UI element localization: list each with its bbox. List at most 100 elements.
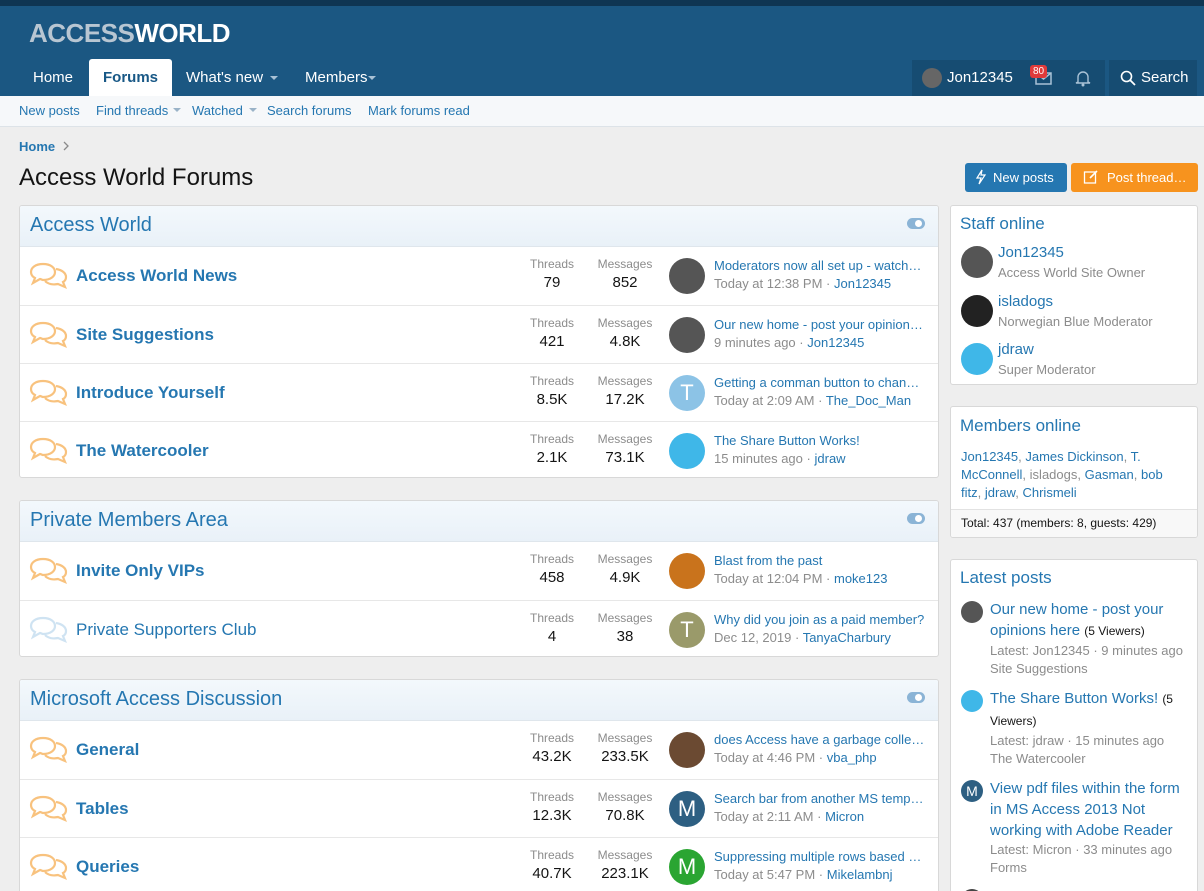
member-link[interactable]: jdraw [984,485,1016,500]
block-title: Staff online [960,214,1045,233]
forum-icon [29,321,68,349]
subnav-link[interactable]: Mark forums read [368,103,470,118]
nav-tab[interactable] [89,59,172,96]
last-post-title[interactable]: Why did you join as a paid member? [714,612,925,627]
search-area[interactable] [1109,60,1197,96]
latest-post-forum[interactable]: Forms [990,860,1027,875]
nav-tab-label: Members [305,69,368,86]
subnav-link[interactable]: Find threads [96,103,169,118]
search-icon [1120,70,1136,86]
latest-post-title[interactable]: Hiatus [990,889,1033,891]
separator: · [826,276,831,291]
user-link[interactable]: Jon12345 [947,69,1013,86]
forum-name[interactable]: Introduce Yourself [76,383,225,402]
separator: · [799,335,804,350]
member-link[interactable]: T. McConnell [961,449,1141,482]
last-post-user[interactable]: Micron [825,809,865,824]
edit-icon [1083,170,1098,184]
post-thread-button[interactable] [1071,163,1198,192]
last-post-title[interactable]: Suppressing multiple rows based … [714,849,922,864]
forum-name[interactable]: Queries [76,857,140,876]
last-post-meta: Today at 2:11 AM · Micron [714,809,932,824]
forum-row: Invite Only VIPs Threads 458 Messages 4.9K Bl… [20,542,938,600]
last-post-title[interactable]: Blast from the past [714,553,823,568]
category-title[interactable]: Access World [30,214,152,236]
last-post-title[interactable]: Our new home - post your opinion… [714,317,923,332]
button-label: Post thread… [1107,170,1187,185]
last-post-user[interactable]: moke123 [834,571,888,586]
messages-count: 4.9K [609,569,641,586]
last-post-title[interactable]: The Share Button Works! [714,433,860,448]
forum-row: Site Suggestions Threads 421 Messages 4.8K Ou… [20,305,938,363]
member-link[interactable]: isladogs [1029,467,1078,482]
subnav-link[interactable]: Search forums [267,103,352,118]
staff-role: Super Moderator [998,362,1096,377]
separator: · [818,750,824,765]
last-post-user[interactable]: Mikelambnj [826,867,893,882]
forum-name[interactable]: Private Supporters Club [76,620,257,639]
bell-icon[interactable] [1074,69,1092,87]
page-title: Access World Forums [19,164,254,191]
subnav-link[interactable]: New posts [19,103,80,118]
avatar [669,258,705,294]
last-post-title[interactable]: does Access have a garbage colle… [714,732,925,747]
latest-post-meta: Latest: Micron · 33 minutes ago [990,842,1173,857]
new-posts-button[interactable] [965,163,1067,192]
last-post-user[interactable]: Jon12345 [834,276,892,291]
dropdown-caret [270,76,278,80]
threads-count: 79 [543,274,561,291]
last-post-title[interactable]: Moderators now all set up - watch… [714,258,922,273]
avatar [961,889,983,891]
latest-post-title[interactable]: View pdf files within the form in MS Acc… [990,780,1180,839]
category-block: Access World Access World News Threads 79 Me… [19,205,939,478]
threads-count: 421 [539,333,565,350]
member-link[interactable]: Gasman [1084,467,1134,482]
latest-post-forum[interactable]: Site Suggestions [990,661,1088,676]
threads-label: Threads [529,374,575,388]
forum-name[interactable]: Invite Only VIPs [76,561,205,580]
forum-icon [29,437,68,465]
comma: , [1077,467,1081,482]
member-link[interactable]: bob fitz [961,467,1163,500]
logo[interactable]: ACCESSWORLD [29,18,231,49]
staff-name[interactable]: jdraw [998,341,1034,358]
search-link[interactable]: Search [1141,69,1189,86]
member-link[interactable]: Jon12345 [961,449,1019,464]
last-post-title[interactable]: Getting a comman button to chan… [714,375,920,390]
last-post-user[interactable]: TanyaCharbury [802,630,891,645]
forum-name[interactable]: General [76,740,140,759]
avatar: T [669,612,705,648]
latest-post-title[interactable]: Our new home - post your opinions here [990,601,1164,639]
avatar [961,690,983,712]
category-title[interactable]: Private Members Area [30,509,228,531]
latest-post-title[interactable]: The Share Button Works! [990,690,1159,707]
messages-label: Messages [597,374,653,388]
messages-label: Messages [597,257,653,271]
breadcrumb[interactable]: Home [19,139,56,154]
staff-name[interactable]: isladogs [998,292,1054,310]
avatar [669,433,705,469]
latest-post: The Share Button Works! (5 Viewers) Lates… [951,688,1197,778]
forum-name[interactable]: Tables [76,799,129,818]
forum-name[interactable]: Site Suggestions [76,325,214,344]
category-block: Microsoft Access Discussion General Thread… [19,679,939,891]
member-link[interactable]: Chrismeli [1022,485,1077,500]
latest-post-heading: View pdf files within the form in MS Acc… [990,778,1189,841]
separator: · [817,809,822,824]
last-post-title[interactable]: Search bar from another MS temp… [714,791,924,806]
last-post-user[interactable]: The_Doc_Man [825,393,912,408]
logo-part: ACCESS [29,18,135,48]
category-title[interactable]: Microsoft Access Discussion [30,688,283,710]
last-post-user[interactable]: Jon12345 [807,335,865,350]
last-post-meta: Today at 12:04 PM · moke123 [714,571,932,586]
alert-badge: 80 [1030,65,1048,78]
last-post-user[interactable]: vba_php [826,750,877,765]
subnav-link[interactable]: Watched [192,103,243,118]
forum-name[interactable]: Access World News [76,266,238,285]
threads-count: 8.5K [536,391,568,408]
latest-post-forum[interactable]: The Watercooler [990,751,1086,766]
member-link[interactable]: James Dickinson [1025,449,1124,464]
forum-name[interactable]: The Watercooler [76,441,209,460]
last-post-user[interactable]: jdraw [814,451,846,466]
staff-name[interactable]: Jon12345 [998,244,1064,261]
